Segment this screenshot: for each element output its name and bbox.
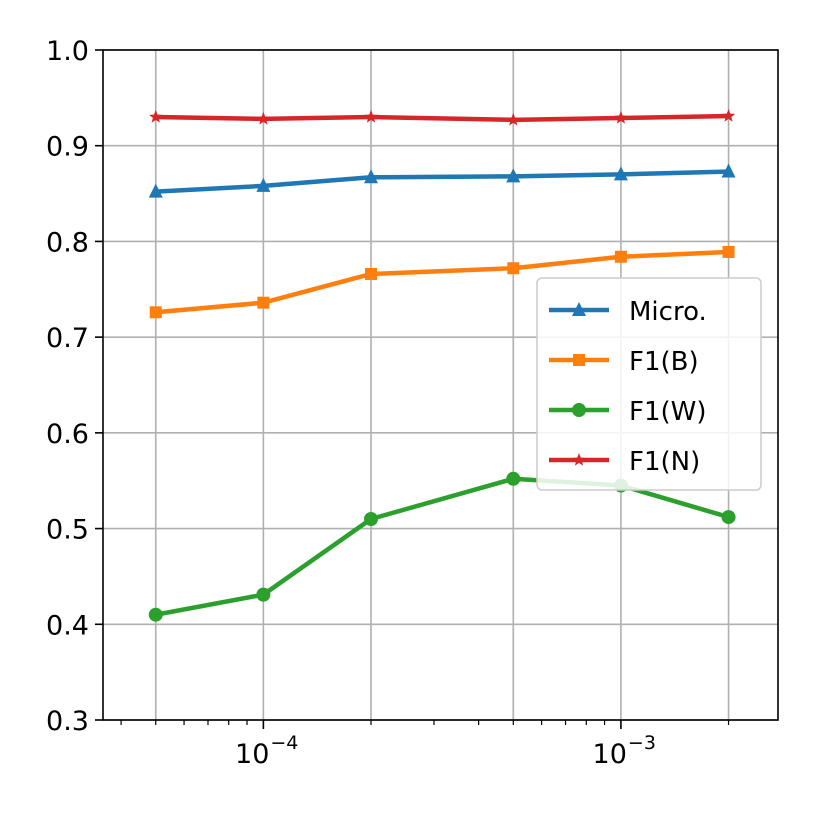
series-f1-n — [149, 109, 736, 126]
x-tick-base: 10 — [235, 739, 269, 770]
legend-item: Micro. — [549, 297, 707, 327]
series-f1-b — [149, 245, 735, 319]
data-point — [506, 168, 521, 183]
legend-label: F1(N) — [629, 447, 700, 477]
data-point — [256, 111, 271, 125]
data-point — [364, 110, 378, 123]
legend-label: F1(W) — [629, 397, 707, 427]
x-axis-ticks: 10 −4 10 −3 — [120, 720, 730, 770]
legend-item: F1(B) — [549, 347, 699, 377]
legend-label: Micro. — [629, 297, 707, 327]
data-point — [614, 110, 628, 124]
data-point — [721, 510, 736, 525]
y-tick-label: 0.6 — [46, 419, 89, 450]
y-tick-label: 0.4 — [46, 610, 89, 641]
legend-marker — [572, 302, 586, 316]
legend-label: F1(B) — [629, 347, 699, 377]
y-tick-label: 0.3 — [46, 706, 89, 737]
data-point — [507, 262, 520, 275]
data-point — [364, 169, 379, 184]
data-point — [364, 512, 379, 526]
legend: Micro. F1(B) F1(W) F1(N) — [536, 277, 762, 491]
legend-marker — [572, 453, 586, 466]
data-point — [722, 245, 735, 258]
data-point — [613, 166, 628, 181]
y-tick-label: 0.9 — [46, 132, 89, 163]
y-axis-ticks: 0.3 0.4 0.5 0.6 0.7 0.8 0.9 1.0 — [46, 36, 103, 737]
x-tick-label: 10 −4 — [235, 732, 298, 770]
data-point — [256, 587, 271, 602]
data-point — [506, 112, 520, 126]
x-tick-exponent: −4 — [270, 732, 298, 754]
data-point — [721, 163, 736, 178]
data-point — [256, 177, 271, 192]
series-group — [148, 109, 736, 622]
legend-box — [536, 277, 762, 491]
legend-item: F1(W) — [549, 397, 707, 427]
legend-marker — [573, 354, 585, 366]
series-micro — [148, 163, 736, 198]
legend-item: F1(N) — [549, 447, 700, 477]
series-f1-w — [148, 471, 736, 622]
y-tick-label: 1.0 — [46, 36, 89, 67]
x-tick-label: 10 −3 — [593, 732, 656, 770]
data-point — [148, 607, 163, 622]
data-point — [614, 250, 627, 263]
data-point — [365, 267, 378, 280]
y-tick-label: 0.8 — [46, 227, 89, 258]
y-tick-label: 0.7 — [46, 323, 89, 354]
x-tick-exponent: −3 — [628, 732, 656, 754]
plot-frame — [102, 49, 779, 721]
x-tick-base: 10 — [593, 739, 627, 770]
series-line — [153, 169, 731, 195]
series-line — [153, 249, 731, 315]
data-point — [148, 183, 163, 198]
legend-marker — [572, 403, 586, 417]
data-point — [257, 296, 270, 309]
data-point — [149, 306, 162, 319]
data-point — [721, 109, 736, 122]
series-line — [153, 476, 732, 618]
series-line — [153, 113, 731, 123]
data-point — [506, 471, 521, 486]
y-tick-label: 0.5 — [46, 515, 89, 546]
data-point — [149, 110, 163, 123]
